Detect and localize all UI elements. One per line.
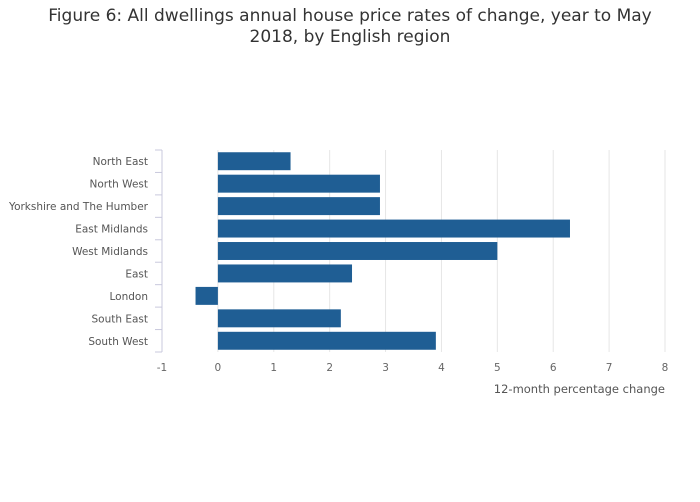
bar-east <box>217 264 353 283</box>
x-tick-label: -1 <box>157 362 167 374</box>
x-tick-label: 1 <box>270 362 277 374</box>
x-tick-label: 4 <box>438 362 445 374</box>
category-label: London <box>110 291 149 303</box>
x-tick-label: 2 <box>326 362 333 374</box>
category-label: East <box>125 268 148 280</box>
bar-north-east <box>217 152 291 171</box>
bar-yorkshire-and-the-humber <box>217 197 380 216</box>
chart-title: Figure 6: All dwellings annual house pri… <box>0 6 700 48</box>
category-labels: North East North West Yorkshire and The Hu… <box>8 156 149 348</box>
category-label: North East <box>93 156 148 168</box>
bar-north-west <box>217 174 380 193</box>
category-label: South East <box>91 313 148 325</box>
category-label: Yorkshire and The Humber <box>8 201 149 213</box>
x-tick-label: 3 <box>382 362 389 374</box>
category-label: North West <box>89 179 148 191</box>
category-label: West Midlands <box>72 246 148 258</box>
x-tick-label: 5 <box>494 362 501 374</box>
x-tick-label: 7 <box>606 362 613 374</box>
bars <box>195 152 570 350</box>
x-tick-label: 0 <box>215 362 222 374</box>
bar-south-east <box>217 309 341 328</box>
y-axis <box>155 149 163 353</box>
x-axis-title: 12-month percentage change <box>494 382 665 396</box>
x-tick-label: 8 <box>662 362 669 374</box>
bar-london <box>195 286 218 305</box>
bar-west-midlands <box>217 242 498 260</box>
x-tick-label: 6 <box>550 362 557 374</box>
bar-east-midlands <box>217 219 570 238</box>
chart-title-line-2: 2018, by English region <box>249 27 451 47</box>
category-label: East Midlands <box>75 224 148 236</box>
chart-title-line-1: Figure 6: All dwellings annual house pri… <box>48 6 652 26</box>
x-tick-labels: -1 0 1 2 3 4 5 6 7 8 <box>157 362 669 374</box>
bar-south-west <box>217 331 436 350</box>
category-label: South West <box>88 336 148 348</box>
